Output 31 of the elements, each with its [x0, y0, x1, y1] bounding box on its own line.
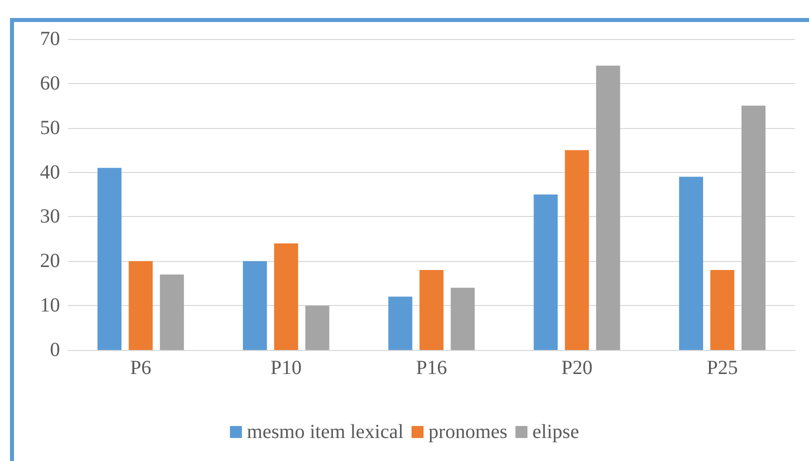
y-tick-label: 10 [40, 294, 60, 317]
y-tick-label: 30 [40, 206, 60, 228]
bar [388, 296, 412, 350]
bar [679, 176, 704, 350]
bar [596, 66, 620, 350]
bar [564, 150, 589, 350]
bar [450, 288, 475, 350]
x-tick-label: P16 [416, 357, 448, 379]
legend-label: pronomes [428, 421, 508, 443]
bar [534, 194, 558, 350]
y-tick-label: 60 [40, 72, 60, 94]
x-tick-label: P25 [706, 357, 738, 379]
y-tick-label: 40 [40, 161, 60, 184]
bar [160, 274, 184, 350]
x-tick-label: P10 [270, 357, 302, 379]
bar [742, 106, 766, 350]
bar [420, 270, 444, 350]
x-tick-label: P6 [130, 357, 152, 379]
bar [305, 306, 330, 350]
bar [274, 243, 298, 350]
legend-label: elipse [532, 421, 580, 443]
y-tick-label: 70 [40, 28, 60, 50]
y-tick-label: 20 [40, 250, 60, 272]
legend-label: mesmo item lexical [246, 421, 404, 443]
bar [128, 261, 153, 350]
y-tick-label: 0 [50, 339, 60, 361]
y-tick-label: 50 [40, 116, 60, 139]
bar [242, 261, 267, 350]
x-tick-label: P20 [561, 357, 592, 379]
bar [710, 270, 734, 350]
bar [98, 168, 122, 350]
